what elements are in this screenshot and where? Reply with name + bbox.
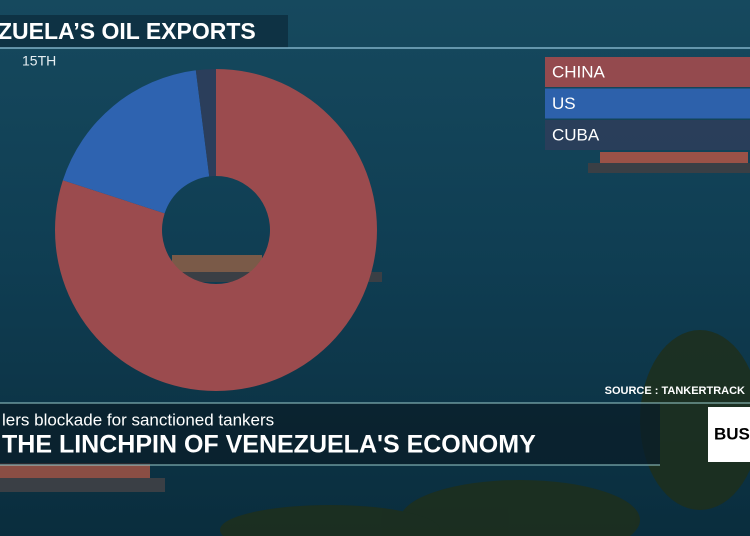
- chart-subtitle: 15TH: [22, 53, 56, 69]
- legend: CHINA US CUBA: [545, 57, 750, 150]
- headline: lers blockade for sanctioned tankers: [2, 410, 274, 429]
- legend-swatch: [545, 57, 750, 87]
- source: SOURCE : TANKERTRACK: [605, 385, 745, 397]
- banner-bg: [0, 403, 660, 465]
- title-bg: [0, 15, 288, 48]
- banner-title: THE LINCHPIN OF VENEZUELA'S ECONOMY: [2, 431, 536, 459]
- donut-chart: [55, 69, 377, 391]
- donut-slice: [195, 69, 216, 177]
- tag: BUS: [714, 424, 750, 443]
- chart-title: ZUELA’S OIL EXPORTS: [0, 18, 256, 44]
- foliage: [220, 330, 750, 536]
- legend-label: CHINA: [552, 62, 606, 81]
- tag-box: [708, 407, 750, 462]
- legend-swatch: [545, 88, 750, 119]
- donut-slice: [62, 70, 210, 214]
- legend-label: CUBA: [552, 125, 600, 144]
- donut-slice: [55, 69, 377, 391]
- legend-swatch: [545, 120, 750, 150]
- legend-label: US: [552, 94, 576, 113]
